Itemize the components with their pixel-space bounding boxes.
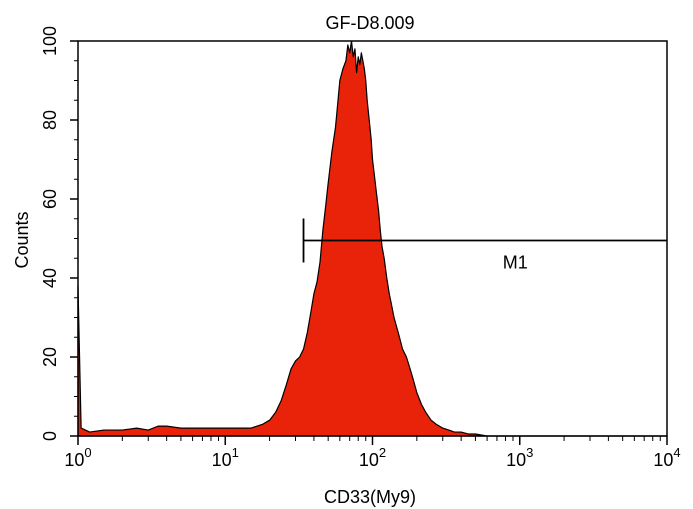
- x-tick-label: 100: [64, 445, 91, 470]
- x-tick-label: 101: [212, 445, 239, 470]
- histogram-area: [77, 40, 668, 437]
- x-tick-label: 103: [506, 445, 533, 470]
- chart-title: GF-D8.009: [325, 13, 414, 33]
- marker-m1-label: M1: [503, 252, 528, 272]
- y-tick-label: 60: [40, 189, 60, 209]
- x-tick-label: 102: [359, 445, 386, 470]
- x-axis-label: CD33(My9): [324, 487, 416, 507]
- x-tick-label: 104: [653, 445, 680, 470]
- y-tick-label: 40: [40, 268, 60, 288]
- y-tick-label: 20: [40, 347, 60, 367]
- y-axis-label: Counts: [12, 211, 32, 268]
- plot-area: 0 20 40 60 80 100 100 101 102 103 104 M1: [40, 26, 681, 470]
- y-tick-label: 80: [40, 110, 60, 130]
- y-tick-label: 100: [40, 26, 60, 56]
- y-tick-label: 0: [40, 431, 60, 441]
